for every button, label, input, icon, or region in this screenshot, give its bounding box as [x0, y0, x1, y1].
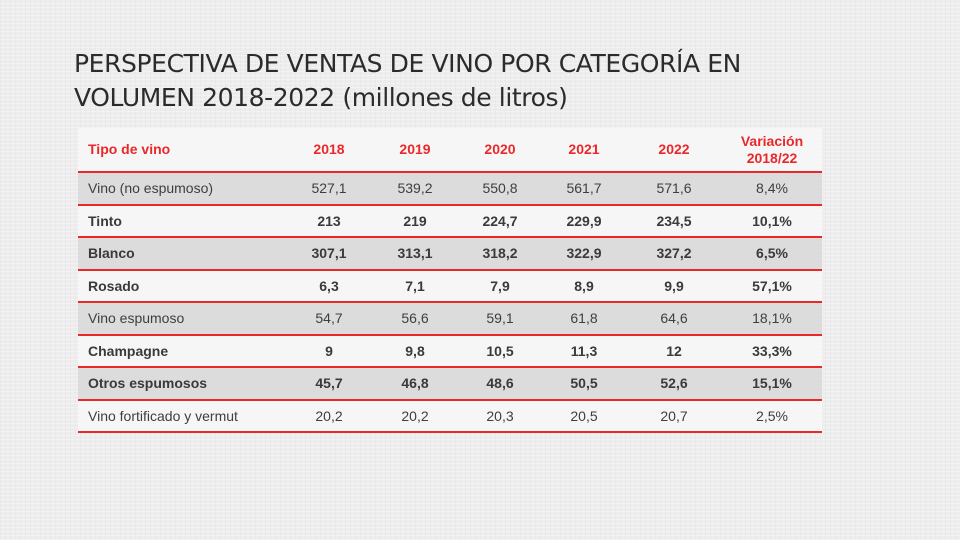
header-variation-line-2: 2018/22 [746, 149, 798, 166]
cell-2020: 10,5 [458, 334, 542, 368]
cell-2022: 234,5 [626, 204, 722, 238]
table-row: Otros espumosos 45,7 46,8 48,6 50,5 52,6 15,1% [78, 367, 822, 401]
cell-2019: 56,6 [372, 302, 458, 336]
header-2020: 2020 [458, 128, 542, 173]
cell-2021: 229,9 [542, 204, 626, 238]
cell-2020: 550,8 [458, 172, 542, 206]
header-variation: Variación 2018/22 [722, 128, 822, 173]
cell-2021: 8,9 [542, 269, 626, 303]
table-body: Vino (no espumoso) 527,1 539,2 550,8 561,7 57… [78, 172, 822, 433]
header-2021: 2021 [542, 128, 626, 173]
cell-2022: 52,6 [626, 367, 722, 401]
cell-variation: 18,1% [722, 302, 822, 336]
cell-2018: 20,2 [286, 399, 372, 433]
cell-2019: 9,8 [372, 334, 458, 368]
wine-sales-table-container: Tipo de vino 2018 2019 2020 2021 2022 Va… [78, 128, 822, 433]
cell-variation: 6,5% [722, 237, 822, 271]
cell-2020: 7,9 [458, 269, 542, 303]
header-variation-line-1: Variación [740, 132, 804, 149]
cell-variation: 10,1% [722, 204, 822, 238]
cell-2019: 219 [372, 204, 458, 238]
cell-2021: 50,5 [542, 367, 626, 401]
cell-2019: 7,1 [372, 269, 458, 303]
cell-2022: 9,9 [626, 269, 722, 303]
header-2018: 2018 [286, 128, 372, 173]
table-row: Rosado 6,3 7,1 7,9 8,9 9,9 57,1% [78, 269, 822, 303]
cell-2020: 59,1 [458, 302, 542, 336]
header-wine-type: Tipo de vino [78, 128, 286, 173]
table-row: Blanco 307,1 313,1 318,2 322,9 327,2 6,5% [78, 237, 822, 271]
table-row: Champagne 9 9,8 10,5 11,3 12 33,3% [78, 334, 822, 368]
cell-2018: 9 [286, 334, 372, 368]
cell-wine-type: Vino fortificado y vermut [78, 399, 286, 433]
cell-2020: 224,7 [458, 204, 542, 238]
cell-variation: 57,1% [722, 269, 822, 303]
cell-2021: 11,3 [542, 334, 626, 368]
table-row: Tinto 213 219 224,7 229,9 234,5 10,1% [78, 204, 822, 238]
cell-2019: 20,2 [372, 399, 458, 433]
slide-title-line-1: PERSPECTIVA DE VENTAS DE VINO POR CATEGO… [74, 49, 741, 78]
cell-2018: 527,1 [286, 172, 372, 206]
table-header-row: Tipo de vino 2018 2019 2020 2021 2022 Va… [78, 128, 822, 173]
cell-2018: 6,3 [286, 269, 372, 303]
cell-wine-type: Rosado [78, 269, 286, 303]
slide-title-line-2: VOLUMEN 2018-2022 (millones de litros) [74, 83, 568, 112]
cell-wine-type: Vino (no espumoso) [78, 172, 286, 206]
cell-2022: 12 [626, 334, 722, 368]
cell-wine-type: Tinto [78, 204, 286, 238]
cell-2018: 307,1 [286, 237, 372, 271]
cell-wine-type: Blanco [78, 237, 286, 271]
cell-2018: 45,7 [286, 367, 372, 401]
cell-2022: 327,2 [626, 237, 722, 271]
cell-2019: 313,1 [372, 237, 458, 271]
cell-2018: 213 [286, 204, 372, 238]
cell-2022: 571,6 [626, 172, 722, 206]
cell-2018: 54,7 [286, 302, 372, 336]
cell-wine-type: Vino espumoso [78, 302, 286, 336]
cell-wine-type: Champagne [78, 334, 286, 368]
wine-sales-table: Tipo de vino 2018 2019 2020 2021 2022 Va… [78, 128, 822, 433]
slide-title: PERSPECTIVA DE VENTAS DE VINO POR CATEGO… [74, 47, 894, 115]
cell-2021: 61,8 [542, 302, 626, 336]
cell-2022: 20,7 [626, 399, 722, 433]
cell-2021: 561,7 [542, 172, 626, 206]
table-row: Vino espumoso 54,7 56,6 59,1 61,8 64,6 18,1% [78, 302, 822, 336]
cell-variation: 33,3% [722, 334, 822, 368]
cell-wine-type: Otros espumosos [78, 367, 286, 401]
cell-variation: 8,4% [722, 172, 822, 206]
cell-2020: 48,6 [458, 367, 542, 401]
cell-2019: 539,2 [372, 172, 458, 206]
cell-2021: 322,9 [542, 237, 626, 271]
header-2019: 2019 [372, 128, 458, 173]
header-2022: 2022 [626, 128, 722, 173]
cell-2020: 318,2 [458, 237, 542, 271]
table-row: Vino fortificado y vermut 20,2 20,2 20,3 20,… [78, 399, 822, 433]
cell-2021: 20,5 [542, 399, 626, 433]
cell-variation: 15,1% [722, 367, 822, 401]
cell-2019: 46,8 [372, 367, 458, 401]
cell-variation: 2,5% [722, 399, 822, 433]
cell-2020: 20,3 [458, 399, 542, 433]
table-row: Vino (no espumoso) 527,1 539,2 550,8 561,7 57… [78, 172, 822, 206]
cell-2022: 64,6 [626, 302, 722, 336]
